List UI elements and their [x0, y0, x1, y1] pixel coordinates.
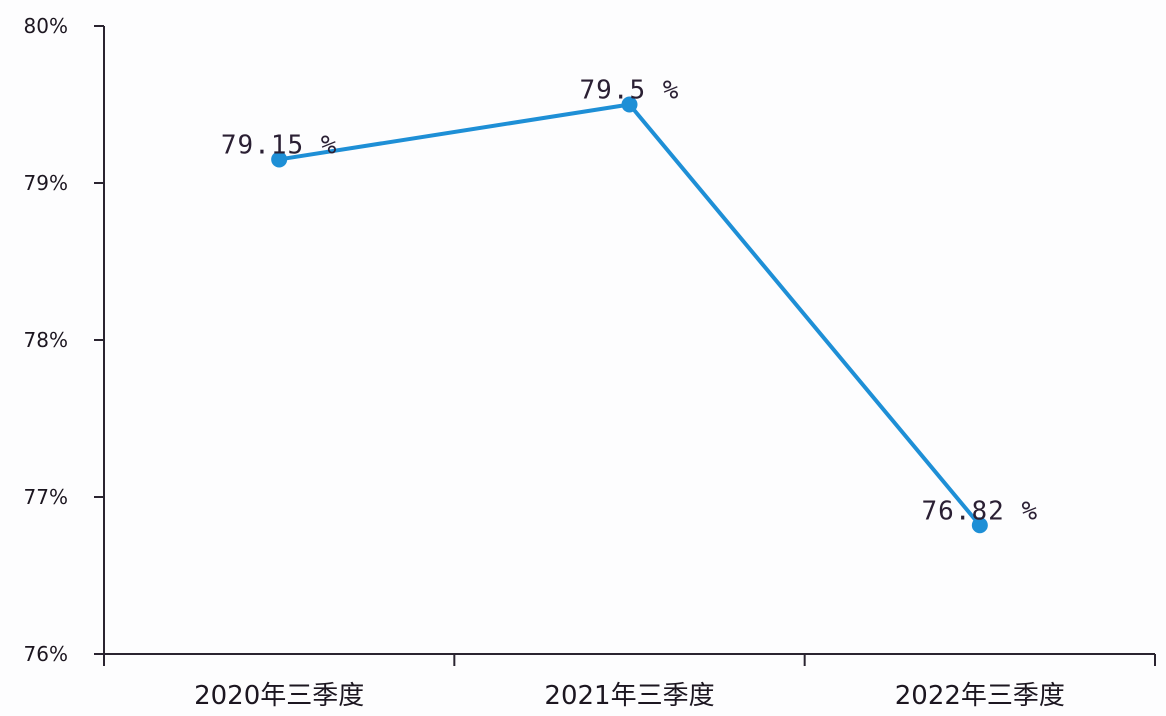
y-tick-label: 79% — [24, 171, 68, 195]
x-tick-label: 2022年三季度 — [895, 681, 1065, 711]
y-tick-label: 78% — [24, 328, 68, 352]
y-axis-ticks: 76% 77% 78% 79% 80% — [24, 14, 104, 666]
data-point — [271, 151, 288, 168]
y-tick-label: 77% — [24, 485, 68, 509]
y-tick-label: 80% — [24, 14, 68, 38]
series-line — [278, 102, 982, 527]
data-label: 76.82 % — [922, 496, 1039, 526]
x-tick-label: 2020年三季度 — [194, 681, 364, 711]
data-point — [971, 517, 988, 534]
x-axis-ticks: 2020年三季度 2021年三季度 2022年三季度 — [103, 654, 1156, 711]
x-tick-label: 2021年三季度 — [544, 681, 714, 711]
series-layer — [271, 96, 988, 534]
data-label: 79.5 % — [580, 76, 680, 106]
data-labels-layer: 79.15 % 79.5 % 76.82 % — [221, 76, 1039, 527]
data-point — [621, 96, 638, 113]
data-label: 79.15 % — [221, 130, 338, 160]
y-tick-label: 76% — [24, 642, 68, 666]
